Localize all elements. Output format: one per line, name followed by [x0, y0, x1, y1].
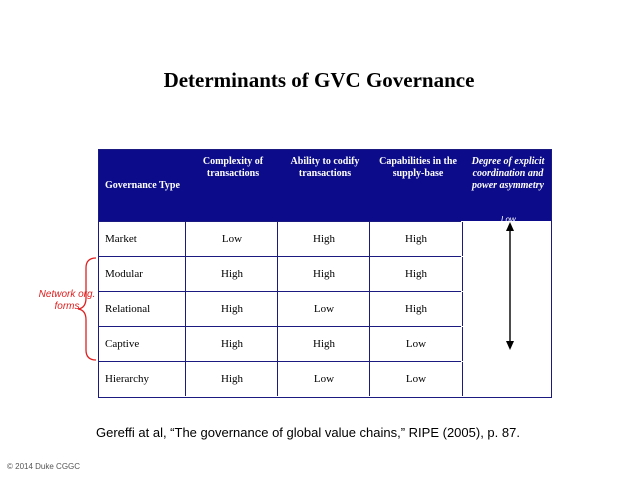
- citation: Gereffi at al, “The governance of global…: [96, 425, 520, 440]
- governance-type-cell: Hierarchy: [105, 373, 149, 385]
- table-header: Governance Type Complexity of transactio…: [99, 150, 551, 224]
- governance-table: Governance Type Complexity of transactio…: [98, 149, 552, 398]
- complexity-cell: Low: [185, 222, 278, 256]
- header-degree: Degree of explicit coordination and powe…: [471, 156, 545, 191]
- capabilities-cell: Low: [369, 362, 463, 396]
- codify-cell: Low: [277, 292, 370, 326]
- complexity-cell: High: [185, 292, 278, 326]
- slide-title: Determinants of GVC Governance: [163, 68, 475, 92]
- table-row: Relational High Low High: [99, 291, 463, 326]
- governance-type-cell: Modular: [105, 268, 143, 280]
- double-arrow-icon: [506, 222, 514, 350]
- table-row: Market Low High High: [99, 221, 463, 256]
- codify-cell: High: [277, 257, 370, 291]
- governance-type-cell: Captive: [105, 338, 140, 350]
- network-org-forms-label: Network org. forms: [38, 289, 96, 312]
- governance-type-cell: Market: [105, 233, 137, 245]
- complexity-cell: High: [185, 257, 278, 291]
- complexity-cell: High: [185, 327, 278, 361]
- codify-cell: High: [277, 222, 370, 256]
- bracket-icon: [77, 257, 97, 361]
- table-row: Captive High High Low: [99, 326, 463, 361]
- capabilities-cell: Low: [369, 327, 463, 361]
- codify-cell: High: [277, 327, 370, 361]
- table-row: Hierarchy High Low Low: [99, 361, 463, 396]
- governance-type-cell: Relational: [105, 303, 151, 315]
- header-governance-type: Governance Type: [105, 180, 180, 191]
- table-row: Modular High High High: [99, 256, 463, 291]
- header-complexity: Complexity of transactions: [202, 156, 264, 179]
- capabilities-cell: High: [369, 257, 463, 291]
- capabilities-cell: High: [369, 292, 463, 326]
- capabilities-cell: High: [369, 222, 463, 256]
- low-label: Low: [501, 215, 516, 224]
- header-capabilities: Capabilities in the supply-base: [379, 156, 457, 179]
- complexity-cell: High: [185, 362, 278, 396]
- header-codify: Ability to codify transactions: [290, 156, 360, 179]
- codify-cell: Low: [277, 362, 370, 396]
- copyright-footer: © 2014 Duke CGGC: [7, 462, 81, 471]
